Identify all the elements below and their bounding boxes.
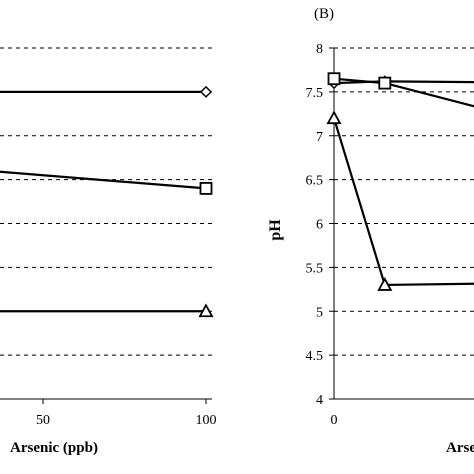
panel-b-series (326, 72, 474, 291)
panel-a-series (0, 85, 214, 318)
panel-b-y-tick-label: 8 (316, 42, 323, 57)
panel-b-series-square-line (333, 77, 474, 108)
panel-b: (B) 8 7.5 7 6.5 6 5.5 5 4.5 4 0 pH Arse (267, 6, 474, 456)
panel-b-y-tick-label: 6 (316, 218, 323, 233)
panel-b-y-ticks: 8 7.5 7 6.5 6 5.5 5 4.5 4 (306, 42, 334, 408)
panel-b-point-square (327, 72, 341, 86)
panel-a-x-tick-label: 100 (196, 413, 217, 428)
panel-b-point-triangle (377, 277, 393, 291)
panel-b-x-tick-label: 0 (331, 413, 338, 428)
panel-b-gridlines (334, 47, 474, 356)
panel-a-x-tick-label: 50 (36, 413, 50, 428)
panel-b-series-diamond-line (333, 80, 474, 85)
panel-b-y-tick-label: 4 (316, 393, 323, 408)
panel-b-series-triangle-line (332, 117, 474, 287)
panel-b-y-tick-label: 7 (316, 130, 323, 145)
panel-b-point-triangle (326, 110, 342, 125)
panel-b-label: (B) (314, 6, 334, 22)
panel-a-point-square (199, 181, 213, 195)
panel-b-y-tick-label: 4.5 (306, 349, 324, 364)
panel-a-series-square-line (0, 170, 207, 190)
panel-a: 50 100 Arsenic (ppb) (0, 47, 217, 456)
panel-a-gridlines (0, 47, 212, 356)
panel-a-point-diamond (199, 85, 213, 98)
panel-b-y-tick-label: 7.5 (306, 86, 324, 101)
panel-b-y-tick-label: 5 (316, 305, 323, 320)
panel-b-x-axis-label: Arse (446, 440, 474, 456)
panel-a-x-axis-label: Arsenic (ppb) (10, 440, 98, 456)
panel-b-y-tick-label: 6.5 (306, 174, 324, 189)
panel-b-y-axis-label: pH (267, 219, 284, 241)
panel-b-point-square (378, 76, 392, 90)
panel-b-y-tick-label: 5.5 (306, 261, 324, 276)
panel-a-point-triangle (198, 303, 214, 318)
panel-a-x-ticks (42, 399, 207, 404)
